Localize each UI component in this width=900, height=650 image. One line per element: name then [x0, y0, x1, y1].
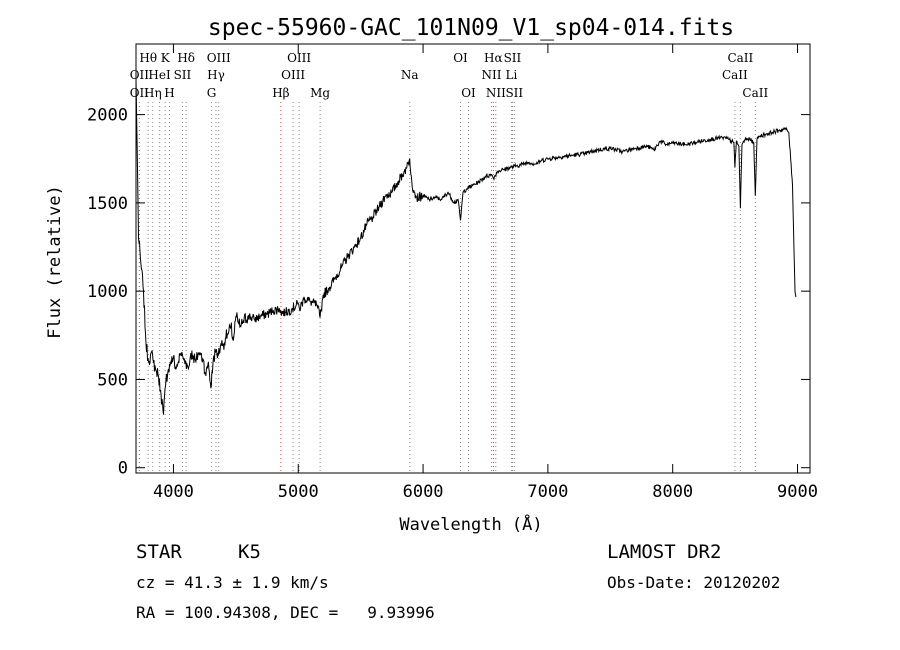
spectral-line-label: K	[161, 51, 171, 65]
x-tick-label: 9000	[777, 482, 818, 502]
x-tick-label: 6000	[403, 482, 444, 502]
spectral-line-label: Hη	[144, 86, 162, 100]
spectral-line-markers	[138, 102, 756, 473]
spectral-line-label: OIII	[207, 51, 231, 65]
redshift-readout: cz = 41.3 ± 1.9 km/s	[136, 573, 329, 592]
y-tick-label: 1000	[87, 282, 128, 302]
plot-frame	[135, 43, 811, 474]
x-axis-label: Wavelength (Å)	[399, 513, 542, 535]
spectral-line-label: Hβ	[272, 86, 289, 100]
spectral-line-label: NII	[481, 68, 501, 82]
y-axis-label: Flux (relative)	[45, 185, 65, 339]
y-tick-label: 2000	[87, 106, 128, 126]
x-tick-label: 4000	[153, 482, 194, 502]
spectral-line-label: SII	[505, 86, 523, 100]
x-axis-ticks: 4000 5000 6000 7000 8000 9000	[153, 44, 818, 502]
spectral-line-label: CaII	[727, 51, 753, 65]
spectral-line-label: Hα	[484, 51, 503, 65]
spectral-line-label: Na	[401, 68, 419, 82]
spectral-line-label: OI	[461, 86, 476, 100]
spectral-line-label: OII	[130, 68, 150, 82]
spectral-line-label: Mg	[310, 86, 330, 100]
spectrum-line	[135, 79, 797, 415]
x-tick-label: 5000	[278, 482, 319, 502]
x-tick-label: 8000	[652, 482, 693, 502]
y-tick-label: 500	[97, 370, 128, 390]
spectral-line-label: CaII	[742, 86, 768, 100]
spectral-line-label: Hδ	[177, 51, 195, 65]
spectrum-series	[135, 79, 797, 415]
coordinates-readout: RA = 100.94308, DEC = 9.93996	[136, 603, 435, 622]
spectral-line-label: H	[164, 86, 174, 100]
spectral-line-label: SII	[174, 68, 192, 82]
spectral-line-label: NII	[486, 86, 506, 100]
spectral-line-label: HeI	[148, 68, 171, 82]
spectral-line-label: G	[207, 86, 217, 100]
x-tick-label: 7000	[527, 482, 568, 502]
spectral-line-label: OIII	[281, 68, 305, 82]
spectral-line-label: OIII	[287, 51, 311, 65]
spectral-line-label: SII	[504, 51, 522, 65]
y-tick-label: 1500	[87, 194, 128, 214]
chart-title: spec-55960-GAC_101N09_V1_sp04-014.fits	[208, 15, 734, 41]
observation-date: Obs-Date: 20120202	[607, 573, 781, 592]
spectral-line-label: OII	[130, 86, 150, 100]
object-subclass: K5	[238, 541, 261, 563]
spectral-line-label: Hγ	[207, 68, 225, 82]
spectral-line-label: CaII	[722, 68, 748, 82]
spectral-line-label: OI	[453, 51, 468, 65]
spectral-line-label: Li	[506, 68, 518, 82]
y-tick-label: 0	[118, 459, 128, 479]
survey-name: LAMOST DR2	[607, 541, 722, 563]
spectral-line-label: Hθ	[139, 51, 157, 65]
object-class: STAR	[136, 541, 182, 563]
y-axis-ticks: 0 500 1000 1500 2000	[87, 106, 810, 479]
